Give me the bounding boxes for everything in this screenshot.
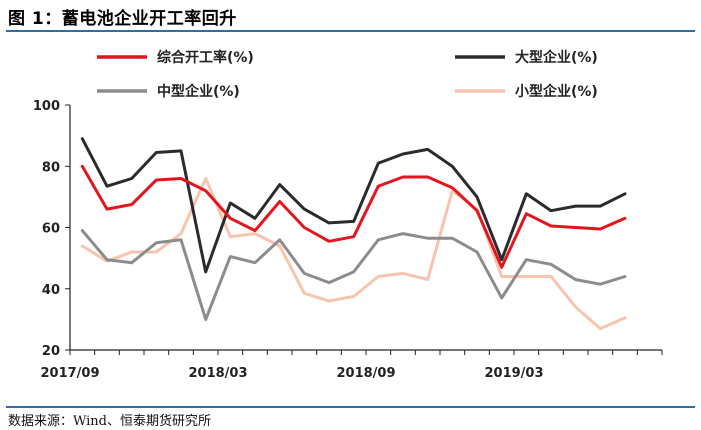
legend: 综合开工率(%) 大型企业(%) 中型企业(%) 小型企业(%) [97,49,598,100]
bottom-rule [6,406,695,408]
y-tick-label: 80 [42,160,60,175]
source-note: 数据来源：Wind、恒泰期货研究所 [8,414,211,429]
legend-label-2: 中型企业(%) [157,83,240,100]
y-tick-label: 60 [42,222,60,237]
top-rule [6,30,695,32]
legend-label-3: 小型企业(%) [515,83,598,100]
x-tick-label: 2019/03 [484,366,543,381]
y-tick-label: 100 [33,99,60,114]
y-tick-label: 40 [42,283,60,298]
series-line-1 [80,137,627,274]
x-tick-label: 2018/09 [336,366,395,381]
series-line-0 [80,164,627,269]
x-tick-label: 2018/03 [188,366,247,381]
legend-label-1: 大型企业(%) [515,49,598,66]
legend-label-0: 综合开工率(%) [157,49,254,66]
y-tick-label: 20 [42,344,60,359]
axes: 20 40 60 80 100 2017/09 2018/03 2018/09 2019/03 [33,99,663,381]
x-tick-label: 2017/09 [40,366,99,381]
series-line-3 [80,177,627,331]
figure-title: 图 1：蓄电池企业开工率回升 [8,9,237,29]
series-lines [80,137,627,331]
series-line-2 [80,229,627,321]
